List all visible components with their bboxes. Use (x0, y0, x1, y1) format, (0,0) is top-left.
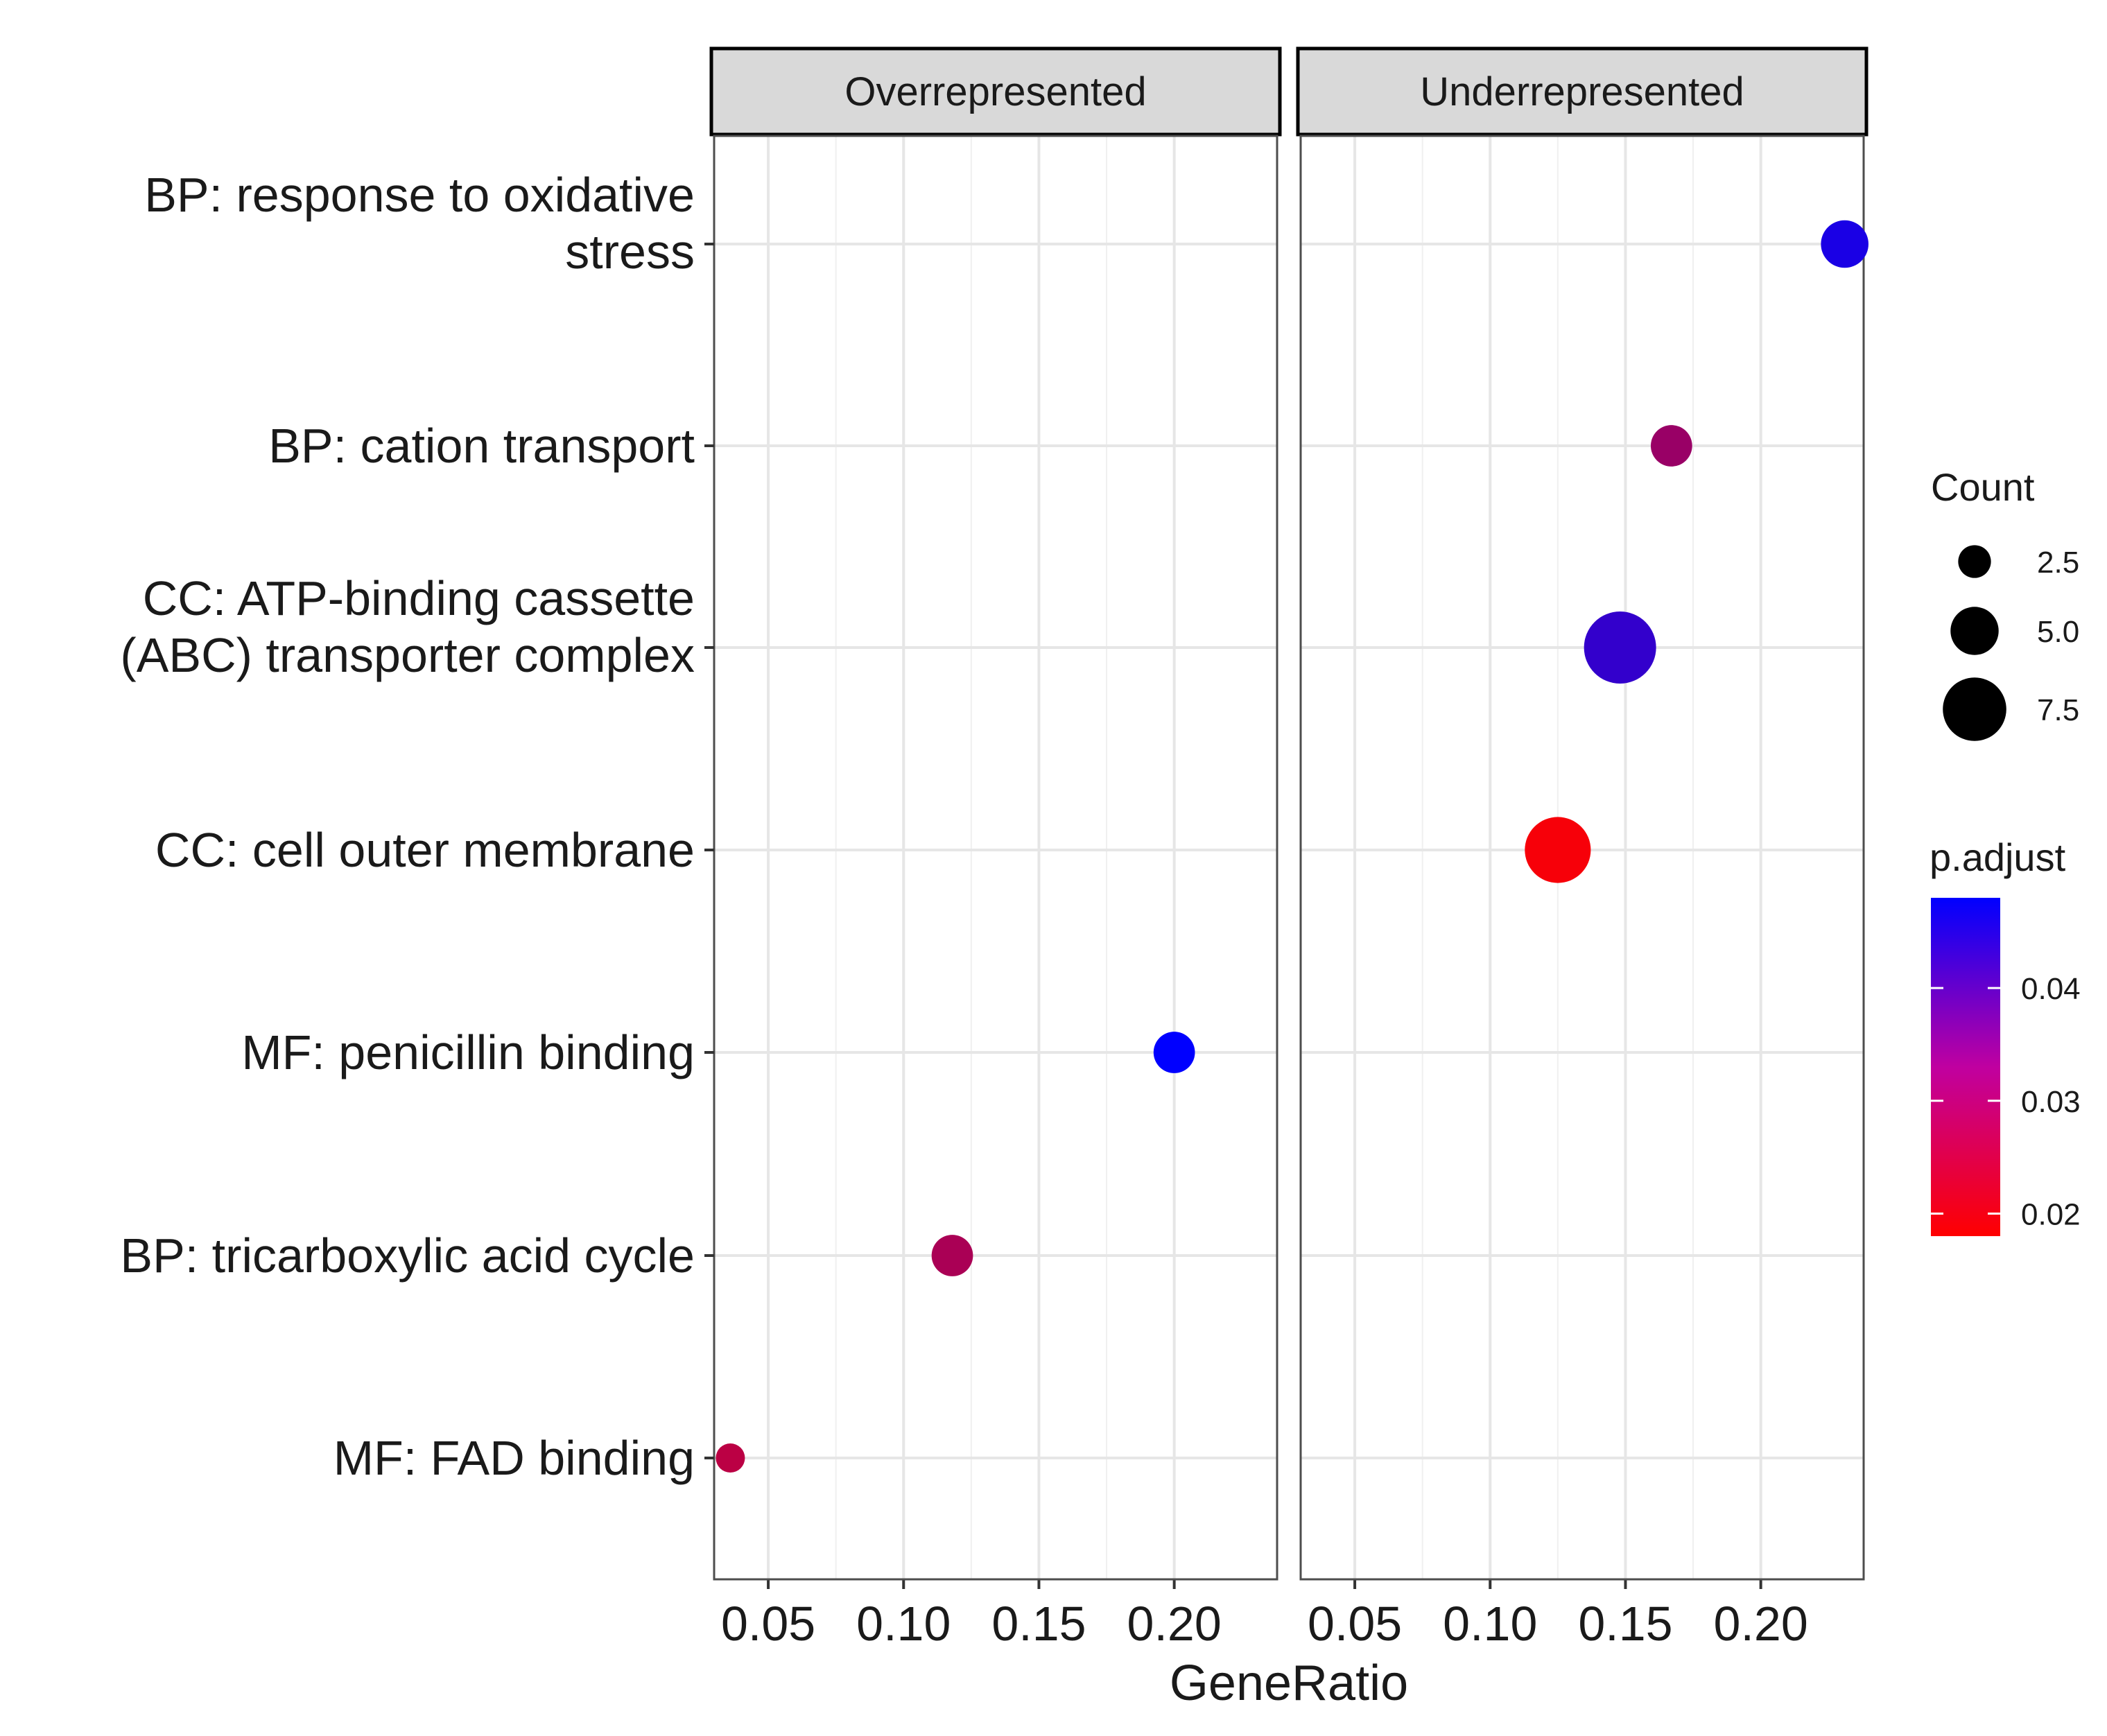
size-legend-label: 2.5 (2037, 546, 2079, 580)
data-point (1821, 220, 1868, 268)
size-legend-label: 7.5 (2037, 693, 2079, 727)
data-point (931, 1235, 973, 1276)
term-label: MF: FAD binding (333, 1431, 695, 1485)
size-legend-key (1950, 607, 1999, 655)
x-tick-label: 0.05 (1308, 1597, 1402, 1651)
size-legend-key (1958, 545, 1991, 578)
x-tick-label: 0.10 (856, 1597, 951, 1651)
term-label: CC: cell outer membrane (155, 823, 695, 877)
term-label: (ABC) transporter complex (120, 628, 695, 682)
x-tick-label: 0.20 (1127, 1597, 1222, 1651)
x-tick-label: 0.05 (721, 1597, 815, 1651)
x-axis-title: GeneRatio (1170, 1656, 1408, 1711)
term-label: BP: response to oxidative (144, 168, 695, 222)
panel-border-overrepresented (713, 134, 1278, 1581)
color-legend-label: 0.04 (2021, 972, 2081, 1006)
size-legend-key (1943, 677, 2006, 741)
data-point (1650, 425, 1692, 467)
x-tick-label: 0.10 (1443, 1597, 1537, 1651)
term-label: BP: cation transport (268, 419, 695, 473)
size-legend-title: Count (1931, 465, 2035, 509)
facet-strip-label-overrepresented: Overrepresented (844, 69, 1146, 114)
term-label: BP: tricarboxylic acid cycle (120, 1229, 695, 1283)
x-tick-label: 0.20 (1714, 1597, 1808, 1651)
facet-strip-overrepresented (709, 46, 1282, 137)
x-tick-label: 0.15 (1578, 1597, 1672, 1651)
color-legend-label: 0.02 (2021, 1197, 2081, 1231)
facet-strip-label-underrepresented: Underrepresented (1420, 69, 1744, 114)
data-point (716, 1443, 745, 1473)
data-point (1153, 1032, 1195, 1073)
term-label: CC: ATP-binding cassette (143, 571, 695, 625)
term-label: stress (565, 225, 695, 279)
term-label: MF: penicillin binding (241, 1025, 695, 1079)
facet-strip-underrepresented (1296, 46, 1868, 137)
x-tick-label: 0.15 (991, 1597, 1086, 1651)
color-legend-title: p.adjust (1930, 835, 2066, 879)
size-legend-label: 5.0 (2037, 615, 2079, 649)
color-legend-bar (1931, 898, 2000, 1236)
data-point (1584, 611, 1656, 684)
panel-border-underrepresented (1299, 134, 1865, 1581)
color-legend-label: 0.03 (2021, 1085, 2081, 1119)
data-point (1525, 817, 1591, 883)
panel-background-overrepresented (714, 136, 1277, 1579)
